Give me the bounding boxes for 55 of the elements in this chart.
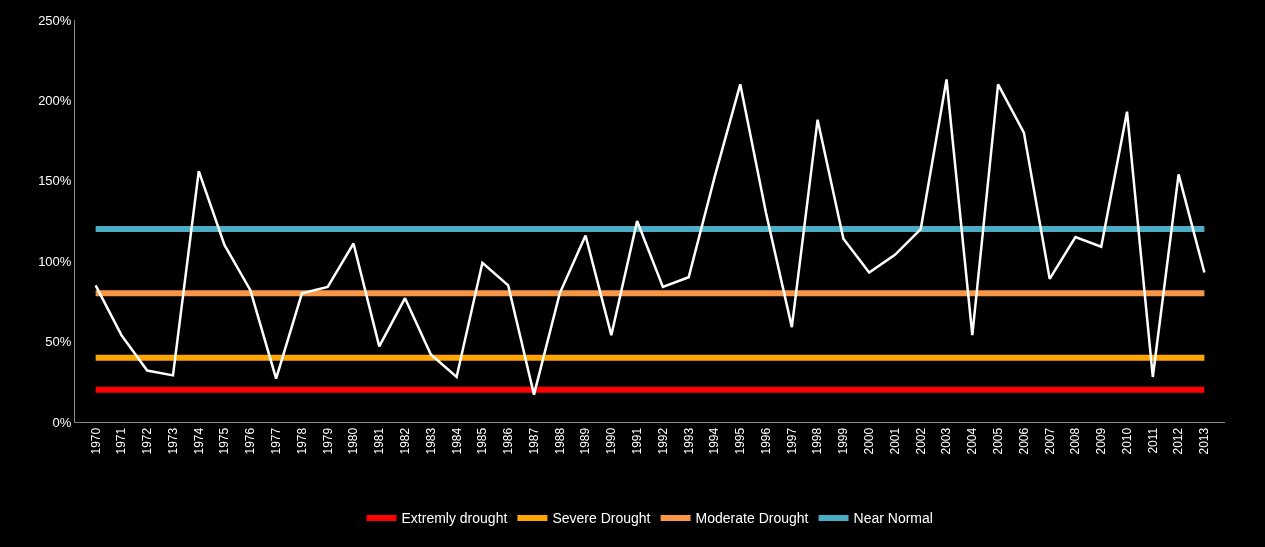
x-tick-label: 1974 [191, 427, 206, 455]
x-tick-label: 1973 [165, 427, 180, 455]
legend-label: Extremly drought [401, 510, 508, 527]
x-tick-label: 1995 [733, 427, 748, 455]
x-tick-label: 1984 [449, 427, 464, 455]
x-tick-label: 2013 [1197, 427, 1212, 455]
x-tick-label: 1998 [810, 427, 825, 455]
x-tick-label: 1993 [681, 427, 696, 455]
x-tick-label: 1986 [501, 427, 516, 455]
x-tick-label: 1971 [114, 427, 129, 455]
x-tick-label: 1975 [217, 427, 232, 455]
x-tick-label: 2010 [1119, 427, 1134, 455]
x-tick-label: 2006 [1016, 427, 1031, 455]
y-tick-label: 0% [52, 414, 72, 430]
x-tick-label: 1970 [88, 427, 103, 455]
x-tick-label: 2000 [862, 427, 877, 455]
x-tick-label: 1978 [294, 427, 309, 455]
x-tick-label: 2012 [1171, 427, 1186, 455]
x-tick-label: 1985 [475, 427, 490, 455]
x-tick-label: 1980 [346, 427, 361, 455]
x-tick-label: 1994 [707, 427, 722, 455]
legend-label: Moderate Drought [695, 510, 809, 527]
y-tick-label: 200% [38, 92, 72, 108]
legend-label: Severe Drought [552, 510, 651, 527]
x-tick-label: 1996 [758, 427, 773, 455]
x-tick-label: 1992 [655, 427, 670, 455]
x-tick-label: 2001 [887, 427, 902, 455]
line-series [94, 78, 1206, 396]
x-tick-label: 1977 [269, 427, 284, 455]
x-tick-label: 1972 [140, 427, 155, 455]
legend-label: Near Normal [853, 510, 933, 527]
y-tick-label: 100% [38, 253, 72, 269]
x-tick-label: 1982 [397, 427, 412, 455]
x-tick-label: 2005 [990, 427, 1005, 455]
x-tick-label: 1999 [836, 427, 851, 455]
x-tick-label: 2003 [939, 427, 954, 455]
x-tick-label: 1987 [526, 427, 541, 455]
y-tick-label: 250% [38, 12, 72, 28]
x-tick-label: 1976 [243, 427, 258, 455]
x-tick-label: 2011 [1145, 427, 1160, 454]
x-tick-label: 1997 [784, 427, 799, 455]
x-tick-label: 1991 [630, 427, 645, 455]
x-tick-label: 1981 [372, 427, 387, 455]
x-tick-label: 2004 [965, 427, 980, 455]
x-tick-label: 1983 [423, 427, 438, 455]
x-tick-label: 1990 [604, 427, 619, 455]
x-tick-label: 2007 [1042, 427, 1057, 455]
y-tick-label: 50% [45, 334, 72, 350]
y-tick-label: 150% [38, 173, 72, 189]
x-tick-label: 1988 [552, 427, 567, 455]
x-tick-label: 2002 [913, 427, 928, 455]
x-tick-label: 2008 [1068, 427, 1083, 455]
x-tick-label: 1979 [320, 427, 335, 455]
x-tick-label: 1989 [578, 427, 593, 455]
x-tick-label: 2009 [1094, 427, 1109, 455]
